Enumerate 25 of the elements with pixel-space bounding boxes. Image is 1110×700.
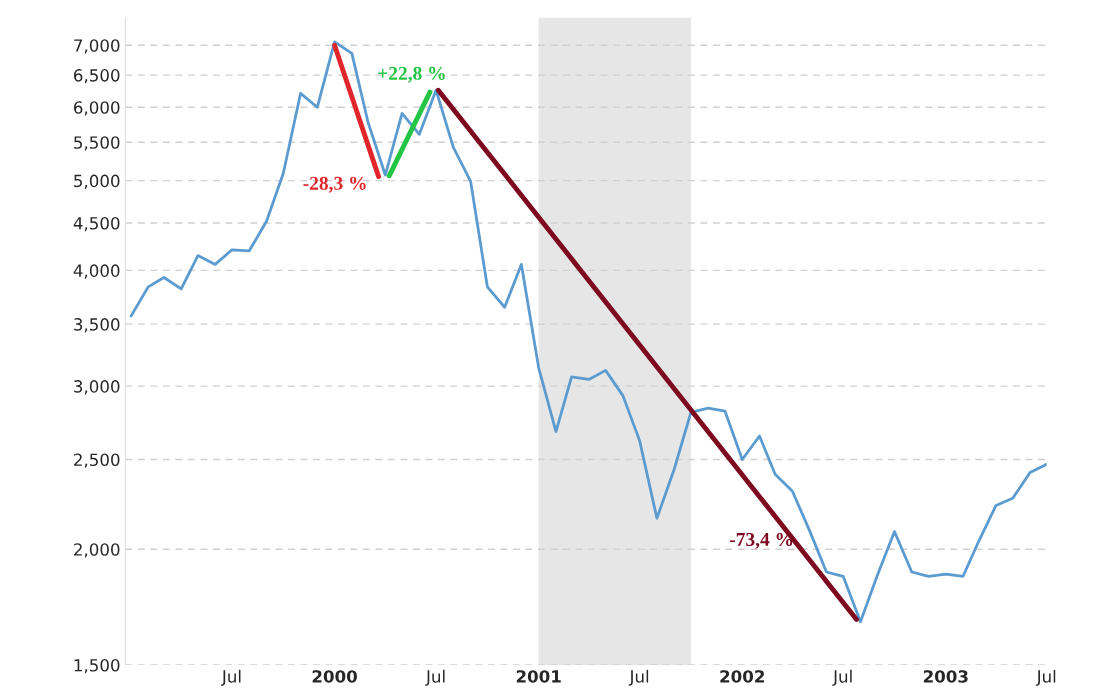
x-tick-label: 2000 xyxy=(312,670,357,683)
annotation: +22,8 % xyxy=(378,66,445,83)
y-tick-label: 3,000 xyxy=(74,380,120,395)
x-tick-label: Jul xyxy=(1035,669,1056,686)
x-tick-label: 2002 xyxy=(720,670,764,683)
x-tick-label: Jul xyxy=(628,669,649,686)
x-tick-label: Jul xyxy=(425,669,445,686)
y-tick-label: 6,500 xyxy=(74,69,120,84)
y-tick-label: 6,000 xyxy=(74,101,120,116)
x-tick-label: Jul xyxy=(221,669,241,686)
y-tick-label: 7,000 xyxy=(74,39,120,54)
y-tick-label: 3,500 xyxy=(74,318,120,333)
y-tick-label: 4,000 xyxy=(73,264,120,279)
y-tick-label: 2,000 xyxy=(74,543,120,558)
y-tick-label: 5,000 xyxy=(74,174,120,189)
y-tick-label: 5,500 xyxy=(74,136,120,151)
line-series xyxy=(129,40,1047,624)
x-tick-label: 2001 xyxy=(516,670,561,683)
annotation: -28,3 % xyxy=(303,176,366,193)
y-tick-label: 4,500 xyxy=(73,216,120,232)
y-tick-label: 2,500 xyxy=(74,453,120,468)
y-tick-label: 1,500 xyxy=(74,658,120,674)
annotation: -73,4 % xyxy=(729,532,793,549)
x-tick-label: Jul xyxy=(832,669,852,686)
x-tick-label: 2003 xyxy=(923,670,968,683)
